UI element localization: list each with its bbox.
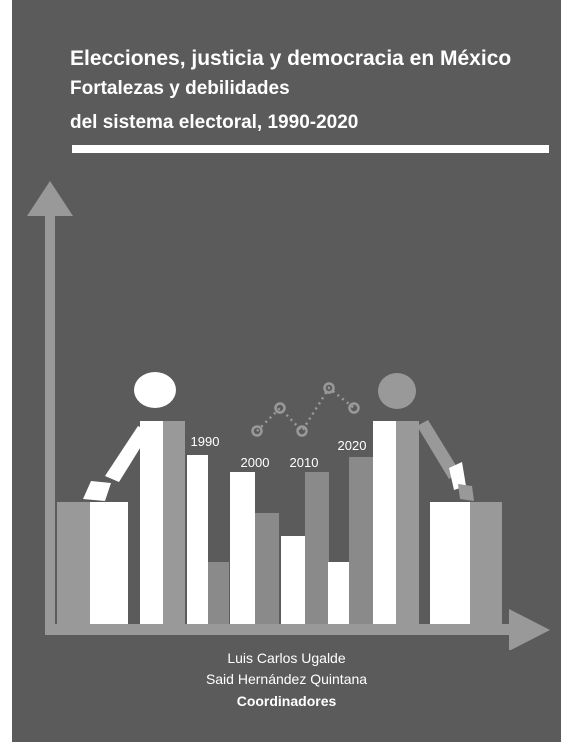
vertical-axis-arrow-icon <box>27 181 73 630</box>
bars-2010 <box>281 472 329 624</box>
bars-1990 <box>187 455 229 624</box>
book-cover: Elecciones, justicia y democracia en Méx… <box>12 0 561 742</box>
title-line-3: del sistema electoral, 1990-2020 <box>70 112 359 133</box>
election-illustration: 1990 2000 2010 2020 <box>27 181 550 650</box>
voter-figure-left-icon <box>105 372 185 624</box>
year-label-1990: 1990 <box>191 434 220 449</box>
bars-2000 <box>230 472 279 624</box>
trend-line-icon <box>251 382 360 437</box>
author-role: Coordinadores <box>236 693 337 709</box>
title-line-1: Elecciones, justicia y democracia en Méx… <box>70 47 512 70</box>
year-label-2020: 2020 <box>338 438 367 453</box>
ballot-box-right-icon <box>430 484 502 624</box>
author-name-1: Luis Carlos Ugalde <box>227 650 346 666</box>
voter-figure-right-icon <box>373 373 466 624</box>
horizontal-axis-arrow-icon <box>45 609 550 650</box>
bars-2020 <box>328 457 373 624</box>
title-line-2: Fortalezas y debilidades <box>70 78 290 99</box>
year-label-2010: 2010 <box>290 455 319 470</box>
author-name-2: Said Hernández Quintana <box>205 671 368 687</box>
title-underline <box>72 145 549 153</box>
ballot-box-left-icon <box>57 481 128 624</box>
year-label-2000: 2000 <box>241 455 270 470</box>
